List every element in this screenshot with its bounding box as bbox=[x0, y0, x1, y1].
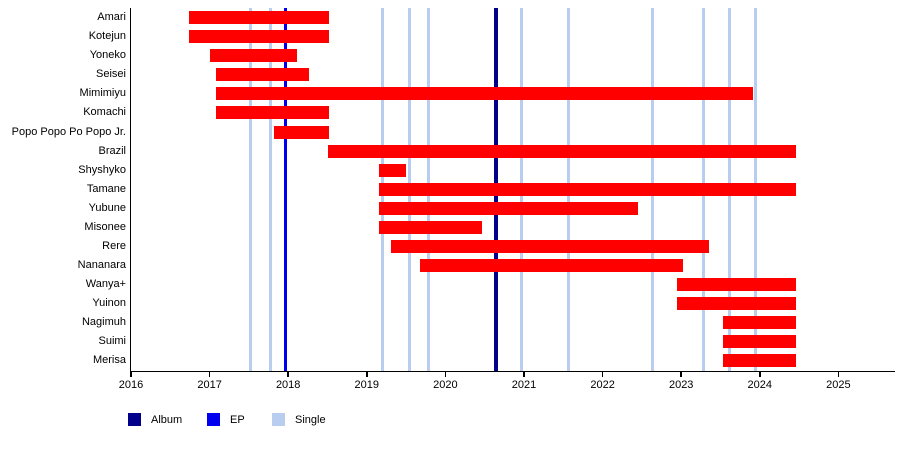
release-line-ep bbox=[283, 8, 287, 371]
member-bar bbox=[215, 106, 330, 120]
x-axis-tick-label: 2016 bbox=[118, 378, 144, 391]
member-bar bbox=[189, 11, 330, 25]
x-axis bbox=[129, 370, 895, 372]
member-label: Yubune bbox=[88, 201, 126, 214]
member-bar bbox=[420, 259, 683, 273]
member-label: Shyshyko bbox=[78, 163, 126, 176]
member-label: Seisei bbox=[96, 68, 126, 81]
x-axis-tick bbox=[759, 372, 761, 377]
member-label: Nananara bbox=[77, 259, 126, 272]
member-label: Mimimiyu bbox=[79, 87, 126, 100]
member-label: Amari bbox=[97, 11, 126, 24]
x-axis-tick bbox=[287, 372, 289, 377]
x-axis-tick bbox=[601, 372, 604, 377]
x-axis-tick-label: 2022 bbox=[590, 378, 615, 391]
x-axis-tick-label: 2021 bbox=[511, 378, 537, 391]
member-bar bbox=[274, 125, 330, 139]
member-bar bbox=[722, 335, 796, 349]
member-label: Brazil bbox=[98, 144, 126, 157]
member-label: Yuinon bbox=[92, 297, 126, 310]
x-axis-tick-label: 2018 bbox=[275, 378, 301, 391]
x-axis-tick bbox=[366, 372, 368, 377]
member-bar bbox=[722, 354, 796, 368]
member-bar bbox=[378, 220, 482, 234]
member-bar bbox=[677, 278, 796, 292]
member-label: Nagimuh bbox=[81, 316, 126, 329]
member-label: Wanya+ bbox=[85, 278, 126, 291]
y-axis bbox=[129, 8, 131, 372]
member-label: Merisa bbox=[92, 354, 126, 367]
member-label: Misonee bbox=[84, 220, 126, 233]
x-axis-tick bbox=[208, 372, 211, 377]
member-bar bbox=[391, 239, 709, 253]
member-label: Tamane bbox=[86, 182, 126, 195]
x-axis-tick bbox=[523, 372, 525, 377]
release-line-single bbox=[268, 8, 272, 371]
member-bar bbox=[378, 201, 638, 215]
member-bar bbox=[215, 68, 309, 82]
x-axis-tick-label: 2024 bbox=[747, 378, 773, 391]
member-label: Suimi bbox=[98, 335, 126, 348]
x-axis-tick-label: 2025 bbox=[826, 378, 851, 391]
x-axis-tick-label: 2017 bbox=[197, 378, 222, 391]
member-label: Popo Popo Po Popo Jr. bbox=[11, 125, 126, 138]
x-axis-tick bbox=[444, 372, 447, 377]
member-bar bbox=[378, 182, 796, 196]
x-axis-tick bbox=[680, 372, 682, 377]
member-bar bbox=[379, 163, 407, 177]
x-axis-tick bbox=[130, 372, 132, 377]
member-bar bbox=[677, 297, 796, 311]
member-label: Yoneko bbox=[89, 49, 126, 62]
member-label: Rere bbox=[102, 239, 126, 252]
x-axis-tick-label: 2020 bbox=[433, 378, 458, 391]
member-bar bbox=[722, 316, 796, 330]
x-axis-tick-label: 2019 bbox=[354, 378, 380, 391]
member-bar bbox=[215, 87, 753, 101]
x-axis-tick-label: 2023 bbox=[668, 378, 694, 391]
member-label: Komachi bbox=[83, 106, 126, 119]
release-line-single bbox=[248, 8, 252, 371]
member-bar bbox=[209, 49, 297, 63]
member-bar bbox=[327, 144, 796, 158]
member-label: Kotejun bbox=[88, 30, 126, 43]
member-bar bbox=[189, 30, 330, 44]
x-axis-tick bbox=[837, 372, 840, 377]
